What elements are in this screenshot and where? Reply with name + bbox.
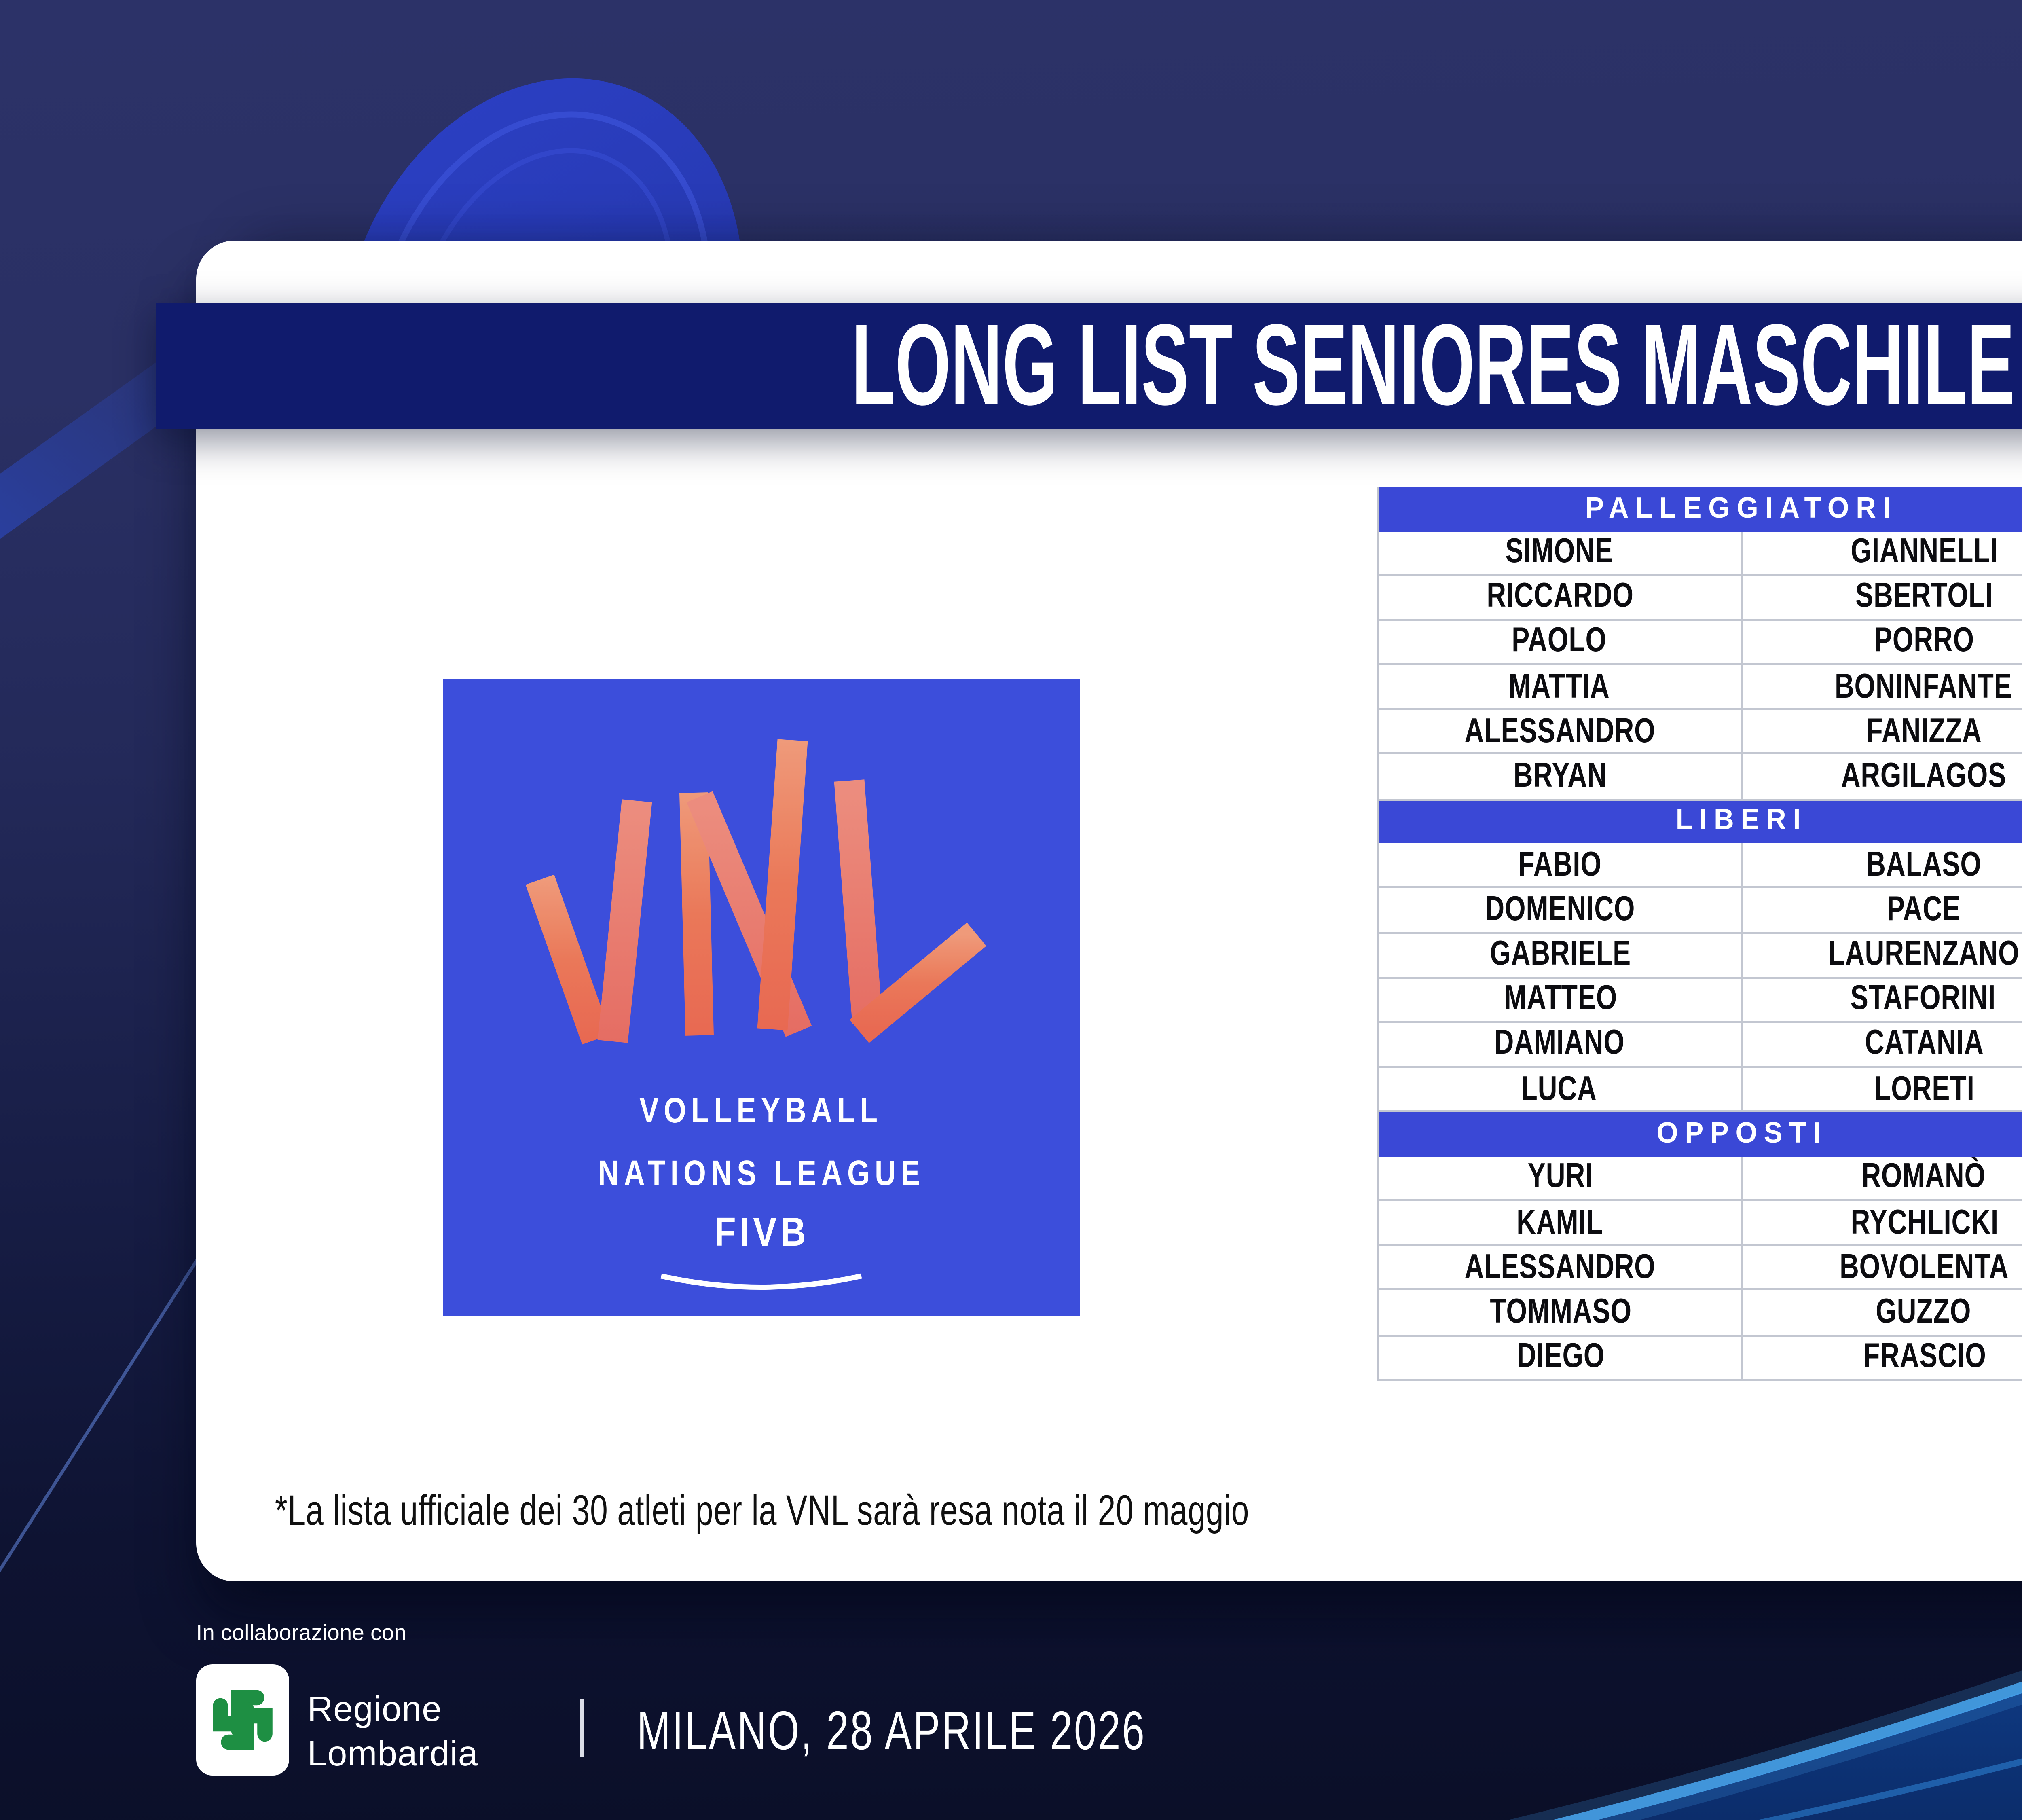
position-header: LIBERI [1379, 800, 2022, 844]
player-row: MATTIA BONINFANTE [1379, 665, 2022, 711]
position-header-label: LIBERI [1676, 805, 1808, 838]
player-row: RICCARDO SBERTOLI [1379, 576, 2022, 621]
player-first-name: MATTIA [1379, 665, 1743, 709]
player-row: PAOLO PORRO [1379, 620, 2022, 666]
position-header: OPPOSTI [1379, 1113, 2022, 1156]
footer-separator [580, 1699, 584, 1757]
fivb-swoosh-icon [660, 1273, 862, 1290]
player-row: DIEGO FRASCIO [1379, 1335, 2022, 1381]
player-first-name: SIMONE [1379, 531, 1743, 574]
rosa-camuna-icon [213, 1690, 273, 1750]
regione-lombardia-logo [196, 1664, 289, 1776]
vnl-wordmark-line2: NATIONS LEAGUE [598, 1153, 925, 1193]
player-row: ALESSANDRO FANIZZA [1379, 710, 2022, 756]
player-last-name: FANIZZA [1866, 711, 1982, 750]
player-first-name: DAMIANO [1379, 1023, 1743, 1066]
regione-lombardia-wordmark: Regione Lombardia [307, 1689, 478, 1773]
player-last-name: CATANIA [1864, 1024, 1984, 1063]
player-row: FABIO BALASO [1379, 843, 2022, 889]
player-last-name: BALASO [1866, 844, 1982, 883]
player-row: KAMIL RYCHLICKI [1379, 1201, 2022, 1246]
player-last-name: PORRO [1874, 622, 1974, 660]
player-row: DAMIANO CATANIA [1379, 1023, 2022, 1068]
player-row: YURI ROMANÒ [1379, 1156, 2022, 1201]
player-row: SIMONE GIANNELLI [1379, 531, 2022, 576]
event-date: MILANO, 28 APRILE 2026 [637, 1701, 1146, 1761]
player-last-name: BONINFANTE [1835, 667, 2013, 705]
player-last-name: BOVOLENTA [1839, 1247, 2009, 1286]
player-first-name: KAMIL [1379, 1201, 1743, 1244]
player-first-name: DIEGO [1379, 1335, 1743, 1379]
table-column-left: PALLEGGIATORI SIMONE GIANNELLI RICCARDO SBER… [1377, 487, 2022, 1381]
title-banner: LONG LIST SENIORES MASCHILE VNL 2026* [156, 301, 2022, 431]
vnl-logo: VOLLEYBALL NATIONS LEAGUE FIVB [443, 679, 1080, 1316]
player-last-name: ROMANÒ [1862, 1157, 1986, 1196]
player-first-name: GABRIELE [1379, 933, 1743, 976]
player-first-name: MATTEO [1379, 978, 1743, 1021]
vnl-wordmark-line1: VOLLEYBALL [639, 1090, 883, 1130]
page-title: LONG LIST SENIORES MASCHILE VNL 2026* [852, 301, 2022, 431]
player-last-name: FRASCIO [1862, 1337, 1986, 1376]
player-last-name: LORETI [1874, 1069, 1974, 1108]
player-last-name: RYCHLICKI [1850, 1202, 1998, 1241]
player-last-name: LAURENZANO [1828, 934, 2020, 973]
vnl-strokes-icon [525, 739, 986, 1290]
player-last-name: GUZZO [1876, 1292, 1972, 1331]
position-header-label: PALLEGGIATORI [1586, 493, 1898, 525]
collaboration-label: In collaborazione con [196, 1622, 406, 1646]
player-first-name: ALESSANDRO [1379, 710, 1743, 753]
player-row: TOMMASO GUZZO [1379, 1291, 2022, 1336]
player-last-name: ARGILAGOS [1841, 756, 2007, 795]
player-first-name: LUCA [1379, 1068, 1743, 1111]
player-first-name: BRYAN [1379, 755, 1743, 798]
player-row: DOMENICO PACE [1379, 888, 2022, 933]
player-first-name: YURI [1379, 1156, 1743, 1199]
player-first-name: FABIO [1379, 843, 1743, 887]
footnote: *La lista ufficiale dei 30 atleti per la… [275, 1488, 1250, 1535]
fivb-wordmark: FIVB [713, 1211, 809, 1256]
player-row: MATTEO STAFORINI [1379, 978, 2022, 1023]
player-last-name: STAFORINI [1851, 979, 1997, 1018]
player-first-name: DOMENICO [1379, 888, 1743, 931]
player-last-name: PACE [1887, 889, 1961, 928]
player-first-name: ALESSANDRO [1379, 1246, 1743, 1289]
player-row: ALESSANDRO BOVOLENTA [1379, 1246, 2022, 1291]
player-first-name: RICCARDO [1379, 576, 1743, 619]
player-first-name: TOMMASO [1379, 1291, 1743, 1334]
player-row: BRYAN ARGILAGOS [1379, 755, 2022, 800]
position-header-label: OPPOSTI [1656, 1118, 1827, 1151]
player-first-name: PAOLO [1379, 620, 1743, 664]
player-row: LUCA LORETI [1379, 1068, 2022, 1113]
position-header: PALLEGGIATORI [1379, 487, 2022, 531]
player-row: GABRIELE LAURENZANO [1379, 933, 2022, 978]
player-last-name: GIANNELLI [1850, 532, 1998, 571]
player-last-name: SBERTOLI [1855, 577, 1993, 616]
